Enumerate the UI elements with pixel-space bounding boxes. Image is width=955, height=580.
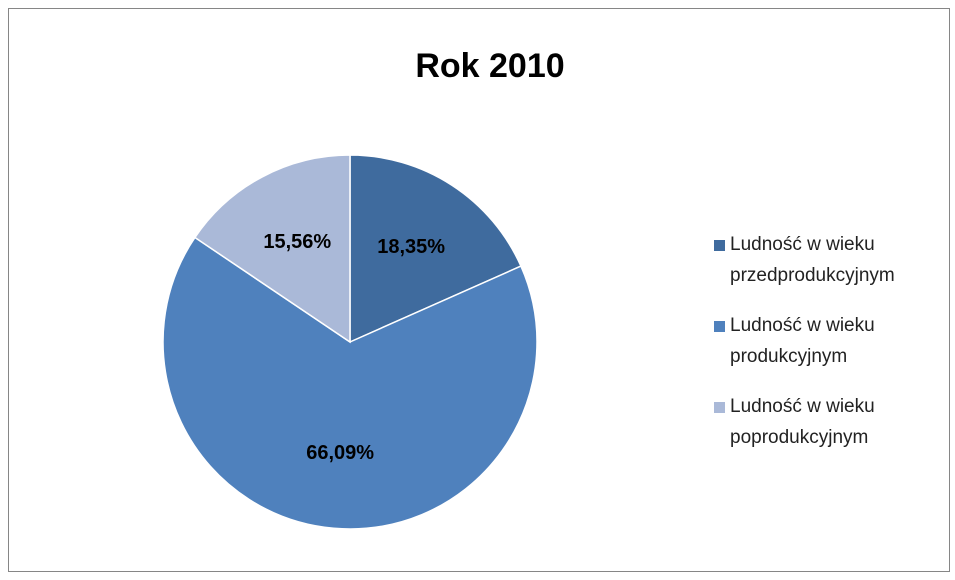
legend-item: Ludność w wieku przedprodukcyjnym	[714, 229, 930, 291]
pie-slice	[193, 154, 351, 344]
legend-label: Ludność w wieku poprodukcyjnym	[730, 396, 875, 448]
legend-label: Ludność w wieku produkcyjnym	[730, 315, 875, 367]
data-label: 15,56%	[263, 231, 331, 253]
legend-item: Ludność w wieku produkcyjnym	[714, 310, 930, 372]
legend-swatch	[714, 402, 725, 413]
legend-swatch	[714, 321, 725, 332]
legend: Ludność w wieku przedprodukcyjnym Ludność…	[714, 229, 949, 472]
legend-item: Ludność w wieku poprodukcyjnym	[714, 391, 930, 453]
legend-swatch	[714, 240, 725, 251]
pie-slice	[162, 236, 538, 530]
data-label: 18,35%	[377, 236, 445, 258]
data-label: 66,09%	[306, 442, 374, 464]
chart-title: Rok 2010	[415, 47, 564, 85]
pie-slice	[349, 154, 522, 344]
legend-label: Ludność w wieku przedprodukcyjnym	[730, 234, 895, 286]
